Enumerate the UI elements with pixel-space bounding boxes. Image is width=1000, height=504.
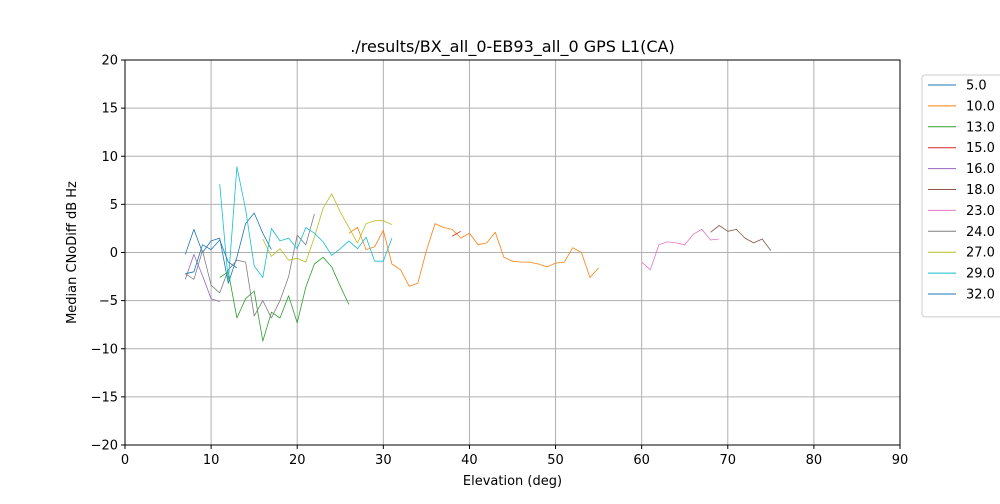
series-line-23.0 xyxy=(641,228,720,271)
legend-label: 32.0 xyxy=(966,288,995,303)
legend-label: 5.0 xyxy=(966,79,987,94)
series-line-29.0 xyxy=(219,166,393,282)
legend-label: 18.0 xyxy=(966,183,995,198)
series-line-27.0 xyxy=(262,193,393,263)
x-axis-label: Elevation (deg) xyxy=(463,474,562,489)
legend: 5.0 10.0 13.0 15.0 16.0 18.0 23.0 24.0 27.0 29.0 3… xyxy=(921,74,1000,318)
x-tick-label: 90 xyxy=(892,453,909,468)
legend-label: 23.0 xyxy=(966,204,995,219)
legend-label: 29.0 xyxy=(966,267,995,282)
series-line-15.0 xyxy=(452,230,461,237)
axis-ticks: 0 10 20 30 40 50 60 70 80 90 −20 −15 −10 −5 0 5 10 15 20 xyxy=(91,54,909,469)
grid-lines xyxy=(124,59,901,446)
x-tick-label: 80 xyxy=(806,453,823,468)
legend-label: 15.0 xyxy=(966,141,995,156)
y-tick-label: −20 xyxy=(91,439,118,454)
legend-box xyxy=(921,74,1000,318)
series-lines xyxy=(184,166,772,342)
series-line-24.0 xyxy=(185,213,315,319)
y-tick-label: 15 xyxy=(101,102,118,117)
y-tick-label: 5 xyxy=(110,198,118,213)
chart-title: ./results/BX_all_0-EB93_all_0 GPS L1(CA) xyxy=(350,37,674,57)
x-tick-label: 0 xyxy=(121,453,129,468)
series-line-32.0 xyxy=(185,239,238,275)
x-tick-label: 20 xyxy=(289,453,306,468)
legend-label: 13.0 xyxy=(966,120,995,135)
x-tick-label: 50 xyxy=(547,453,564,468)
x-tick-label: 30 xyxy=(375,453,392,468)
x-tick-label: 40 xyxy=(461,453,478,468)
y-tick-label: 10 xyxy=(101,150,118,165)
y-tick-label: 20 xyxy=(101,54,118,69)
series-line-10.0 xyxy=(348,223,599,287)
series-line-13.0 xyxy=(219,256,350,342)
x-tick-label: 70 xyxy=(720,453,737,468)
y-tick-label: −15 xyxy=(91,390,118,405)
legend-label: 16.0 xyxy=(966,162,995,177)
y-tick-label: −5 xyxy=(99,294,118,309)
x-tick-label: 10 xyxy=(203,453,220,468)
y-tick-label: −10 xyxy=(91,342,118,357)
x-tick-label: 60 xyxy=(633,453,650,468)
series-line-18.0 xyxy=(710,225,772,251)
legend-label: 24.0 xyxy=(966,225,995,240)
y-axis-label: Median CNoDiff dB Hz xyxy=(65,181,80,324)
y-tick-label: 0 xyxy=(110,246,118,261)
series-line-5.0 xyxy=(184,212,272,284)
series-line-16.0 xyxy=(184,253,220,302)
legend-label: 27.0 xyxy=(966,246,995,261)
legend-label: 10.0 xyxy=(966,99,995,114)
